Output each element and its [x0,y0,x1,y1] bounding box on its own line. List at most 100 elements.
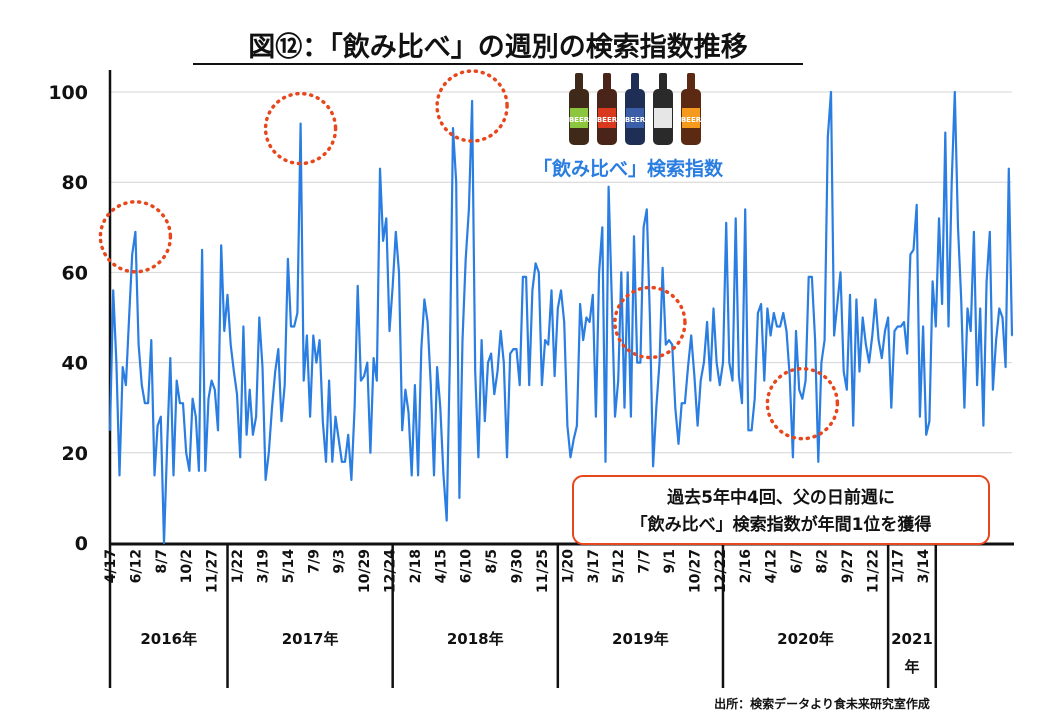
x-tick-label: 2/16 [738,549,754,583]
data-point [363,375,365,377]
data-point [541,384,543,386]
beer-bottles-illustration: BEER BEER BEER BEER [569,73,702,145]
data-point [928,420,931,423]
svg-text:BEER: BEER [597,116,618,124]
x-tick-label: 11/25 [535,549,551,593]
data-point [823,339,826,341]
data-point [391,285,394,287]
data-point [607,185,610,188]
data-point [147,402,149,404]
data-point [680,402,683,404]
data-point [566,424,569,427]
peak-highlight-circle [613,285,687,360]
data-point [798,388,801,391]
y-tick-label: 60 [62,262,88,284]
data-point [807,276,810,278]
data-point [706,321,708,323]
x-tick-label: 8/5 [484,549,500,574]
data-point [169,357,172,359]
data-point [388,330,391,332]
data-point [830,91,832,93]
data-point [665,343,667,346]
data-point [506,456,508,459]
x-tick-label: 9/3 [332,549,348,574]
data-point [661,267,664,269]
y-tick-label: 0 [75,533,88,555]
series-label: 「飲み比べ」検索指数 [533,157,724,180]
data-point [969,330,972,332]
data-point [652,465,654,468]
data-point [684,402,686,404]
beer-bottle-icon: BEER [569,73,590,145]
data-point [318,339,321,341]
x-tick-label: 1/22 [230,549,246,583]
data-point [131,253,134,256]
data-point [194,415,197,418]
svg-text:BEER: BEER [569,116,590,124]
data-point [674,406,677,409]
data-point [763,379,766,382]
data-point [788,375,791,377]
data-point [483,420,486,423]
data-point [474,370,477,373]
x-tick-label: 4/15 [433,549,449,583]
data-point [163,542,165,544]
data-point [591,294,594,296]
data-point [442,474,445,477]
x-tick-label: 8/2 [814,549,830,574]
x-tick-label: 8/7 [154,549,170,574]
x-tick-label: 3/17 [586,549,602,583]
data-point [900,325,902,328]
data-point [172,474,175,477]
svg-text:BEER: BEER [625,116,646,124]
data-point [833,334,835,337]
data-point [941,303,943,305]
data-point [645,208,648,211]
data-point [611,298,613,301]
data-point [944,131,947,134]
data-point [938,217,940,220]
data-point [731,379,734,382]
data-point [699,379,702,382]
data-point [630,415,632,418]
data-point [160,415,162,418]
data-point [109,429,111,432]
data-point [979,307,982,310]
data-point [957,226,959,229]
data-point [401,429,403,432]
data-point [1008,167,1010,170]
data-point [992,388,994,391]
data-point [757,312,759,314]
data-point [417,474,419,477]
data-point [553,375,556,377]
x-tick-label: 11/22 [865,549,881,593]
data-point [801,397,804,400]
data-point [725,221,727,224]
data-point [525,276,527,278]
x-tick-label: 6/12 [128,549,144,583]
x-tick-label: 11/27 [205,549,221,593]
data-point [360,379,362,382]
series-line [108,90,1014,545]
data-point [557,307,559,310]
data-point [445,519,448,522]
x-tick-label: 1/20 [560,549,576,584]
data-point [353,406,356,409]
peak-highlight-circle [263,91,338,166]
data-point [620,271,623,274]
data-point [753,397,756,400]
data-point [950,181,953,183]
y-tick-labels: 0 20 40 60 80 100 [48,82,88,555]
data-point [560,289,562,292]
data-point [404,388,407,391]
data-point [293,325,296,328]
data-point [214,388,216,391]
data-point [207,397,210,400]
data-point [261,366,264,368]
x-tick-label: 10/2 [179,549,195,583]
data-point [455,181,457,183]
x-tick-label: 9/1 [662,549,678,574]
data-point [522,276,524,278]
data-point [226,294,229,296]
data-point [182,402,184,404]
